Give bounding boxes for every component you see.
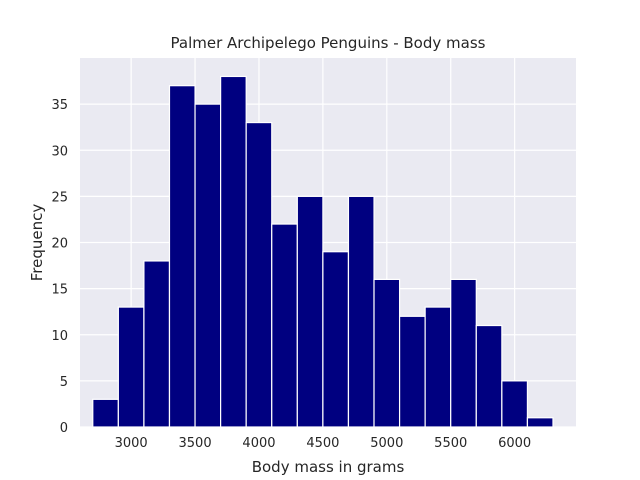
histogram-bar bbox=[143, 260, 171, 428]
x-tick-label: 4500 bbox=[306, 436, 339, 451]
histogram-bar bbox=[92, 398, 119, 428]
y-tick-label: 35 bbox=[51, 98, 68, 113]
y-tick-label: 15 bbox=[51, 283, 68, 298]
x-tick-label: 6000 bbox=[498, 436, 531, 451]
x-tick-label: 4000 bbox=[242, 436, 275, 451]
bars bbox=[92, 75, 554, 428]
y-tick-labels: 0 5 10 15 20 25 30 35 bbox=[51, 98, 68, 436]
chart-title: Palmer Archipelego Penguins - Body mass bbox=[171, 34, 486, 52]
x-tick-label: 5500 bbox=[434, 436, 467, 451]
y-tick-label: 5 bbox=[60, 375, 68, 390]
histogram-bar bbox=[322, 251, 350, 428]
x-axis-label: Body mass in grams bbox=[252, 458, 405, 476]
y-tick-label: 25 bbox=[51, 190, 68, 205]
histogram-bar bbox=[245, 121, 273, 428]
y-tick-label: 30 bbox=[51, 144, 68, 159]
histogram-bar bbox=[398, 315, 426, 428]
histogram-bar bbox=[194, 103, 222, 428]
y-tick-label: 10 bbox=[51, 329, 68, 344]
histogram-bar bbox=[373, 278, 401, 428]
y-axis-label: Frequency bbox=[28, 204, 46, 282]
histogram-bar bbox=[526, 417, 554, 428]
y-tick-label: 0 bbox=[60, 421, 68, 436]
histogram-bar bbox=[296, 195, 324, 428]
histogram-bar bbox=[424, 306, 452, 428]
x-tick-labels: 3000 3500 4000 4500 5000 5500 6000 bbox=[115, 436, 532, 451]
histogram-bar bbox=[117, 306, 145, 428]
x-tick-label: 3000 bbox=[115, 436, 148, 451]
histogram-bar bbox=[168, 85, 196, 428]
histogram-bar bbox=[347, 195, 375, 428]
histogram-bar bbox=[450, 278, 477, 428]
histogram-bar bbox=[501, 380, 529, 428]
histogram-bar bbox=[220, 75, 247, 428]
y-tick-label: 20 bbox=[51, 237, 68, 252]
x-tick-label: 3500 bbox=[179, 436, 212, 451]
histogram-bar bbox=[271, 223, 298, 428]
x-tick-label: 5000 bbox=[370, 436, 403, 451]
histogram-bar bbox=[475, 324, 503, 428]
